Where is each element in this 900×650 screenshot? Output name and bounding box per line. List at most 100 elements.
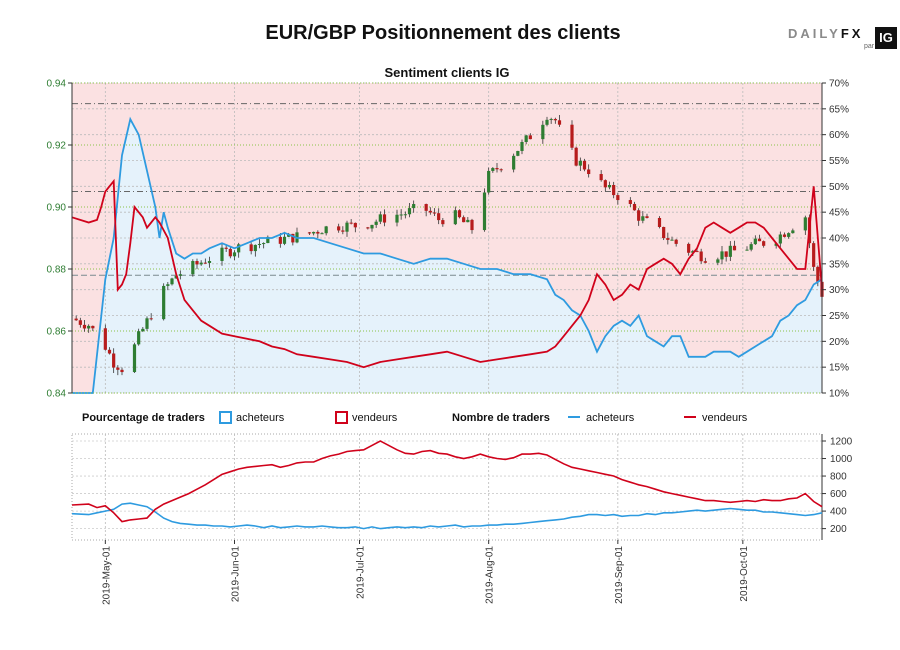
candle-down xyxy=(337,226,341,231)
candle-down xyxy=(703,261,707,263)
candle-up xyxy=(282,236,287,244)
candle-up xyxy=(220,247,224,261)
candle-down xyxy=(687,243,691,253)
candle-up xyxy=(753,238,757,245)
lower-right-tick-label: 600 xyxy=(830,489,847,500)
candle-up xyxy=(749,244,753,250)
candle-up xyxy=(520,142,524,151)
candle-up xyxy=(407,208,412,215)
right-tick-label: 50% xyxy=(829,182,849,193)
candle-down xyxy=(437,213,441,221)
sellers-count-line xyxy=(71,440,823,523)
candle-up xyxy=(403,214,407,216)
candle-up xyxy=(487,170,491,193)
x-tick-label: 2019-Jun-01 xyxy=(231,546,242,603)
candle-up xyxy=(395,214,399,223)
chart-legend: Pourcentage de traders acheteurs vendeurs N… xyxy=(82,411,748,424)
candle-up xyxy=(412,204,416,209)
candle-up xyxy=(312,231,316,234)
logo-wordmark: DAILYFX xyxy=(788,26,863,41)
left-tick-label: 0.84 xyxy=(47,389,67,400)
candle-down xyxy=(657,217,662,227)
x-tick-label: 2019-Sep-01 xyxy=(614,546,625,604)
candle-down xyxy=(249,244,253,252)
candle-up xyxy=(774,243,778,246)
candle-up xyxy=(199,262,203,265)
lower-plot-frame xyxy=(71,433,823,541)
candle-up xyxy=(512,155,516,170)
candle-up xyxy=(320,233,324,235)
candle-up xyxy=(262,243,266,245)
candle-up xyxy=(516,150,520,156)
buyers-count-line xyxy=(71,502,823,530)
candle-up xyxy=(324,226,328,234)
candle-up xyxy=(549,119,553,121)
left-tick-label: 0.92 xyxy=(47,141,67,152)
right-tick-label: 20% xyxy=(829,337,849,348)
legend-percentage-label: Pourcentage de traders xyxy=(82,412,205,424)
candle-up xyxy=(132,344,137,373)
candle-down xyxy=(307,232,312,234)
candle-down xyxy=(74,318,78,321)
candle-up xyxy=(803,217,807,231)
candle-down xyxy=(603,180,607,188)
candle-up xyxy=(145,318,149,329)
candle-down xyxy=(103,328,107,350)
candle-up xyxy=(524,135,528,143)
candle-up xyxy=(141,328,145,332)
candle-up xyxy=(370,224,374,229)
candle-down xyxy=(762,241,766,246)
candle-down xyxy=(441,220,445,225)
candle-down xyxy=(632,203,637,211)
candle-up xyxy=(607,185,612,188)
candle-down xyxy=(349,222,353,224)
candle-down xyxy=(495,168,499,170)
chart-subtitle: Sentiment clients IG xyxy=(385,65,510,80)
legend-count-buyers-label: acheteurs xyxy=(586,412,635,424)
candle-down xyxy=(120,369,124,373)
candle-down xyxy=(470,219,474,231)
candle-down xyxy=(782,234,787,237)
lower-right-tick-label: 400 xyxy=(830,507,847,518)
lower-right-tick-label: 1200 xyxy=(830,437,853,448)
candle-down xyxy=(628,200,632,204)
candle-down xyxy=(432,212,437,214)
candle-up xyxy=(137,331,141,345)
candle-up xyxy=(178,274,182,276)
candle-up xyxy=(791,230,795,234)
candle-down xyxy=(457,210,462,218)
candle-down xyxy=(695,251,699,253)
right-tick-label: 60% xyxy=(829,130,849,141)
candle-down xyxy=(616,195,620,201)
candle-up xyxy=(378,214,382,222)
candle-down xyxy=(149,318,153,320)
candle-up xyxy=(541,124,545,140)
candle-down xyxy=(116,367,120,370)
legend-sellers-label: vendeurs xyxy=(352,412,398,424)
sentiment-price-chart: Sentiment clients IG 0.94 0.92 0.90 0.88 0.86… xyxy=(47,65,850,400)
candle-down xyxy=(637,210,641,221)
right-tick-label: 45% xyxy=(829,208,849,219)
candle-down xyxy=(382,214,387,223)
candle-down xyxy=(107,349,112,354)
candle-down xyxy=(78,320,82,325)
candle-up xyxy=(237,244,241,253)
candle-down xyxy=(428,210,432,213)
candle-up xyxy=(253,244,257,252)
candle-down xyxy=(812,243,816,267)
candle-down xyxy=(570,124,574,148)
right-tick-label: 15% xyxy=(829,363,849,374)
candle-up xyxy=(482,192,487,231)
candle-down xyxy=(278,236,282,244)
candle-down xyxy=(499,169,503,171)
candle-up xyxy=(670,239,674,241)
dailyfx-logo: DAILYFX par IG xyxy=(788,24,898,54)
candle-up xyxy=(787,233,791,237)
candle-down xyxy=(666,238,670,240)
candle-down xyxy=(195,261,199,265)
candle-up xyxy=(720,251,724,260)
candle-up xyxy=(345,222,349,232)
candle-down xyxy=(662,226,666,239)
candle-up xyxy=(232,252,237,257)
